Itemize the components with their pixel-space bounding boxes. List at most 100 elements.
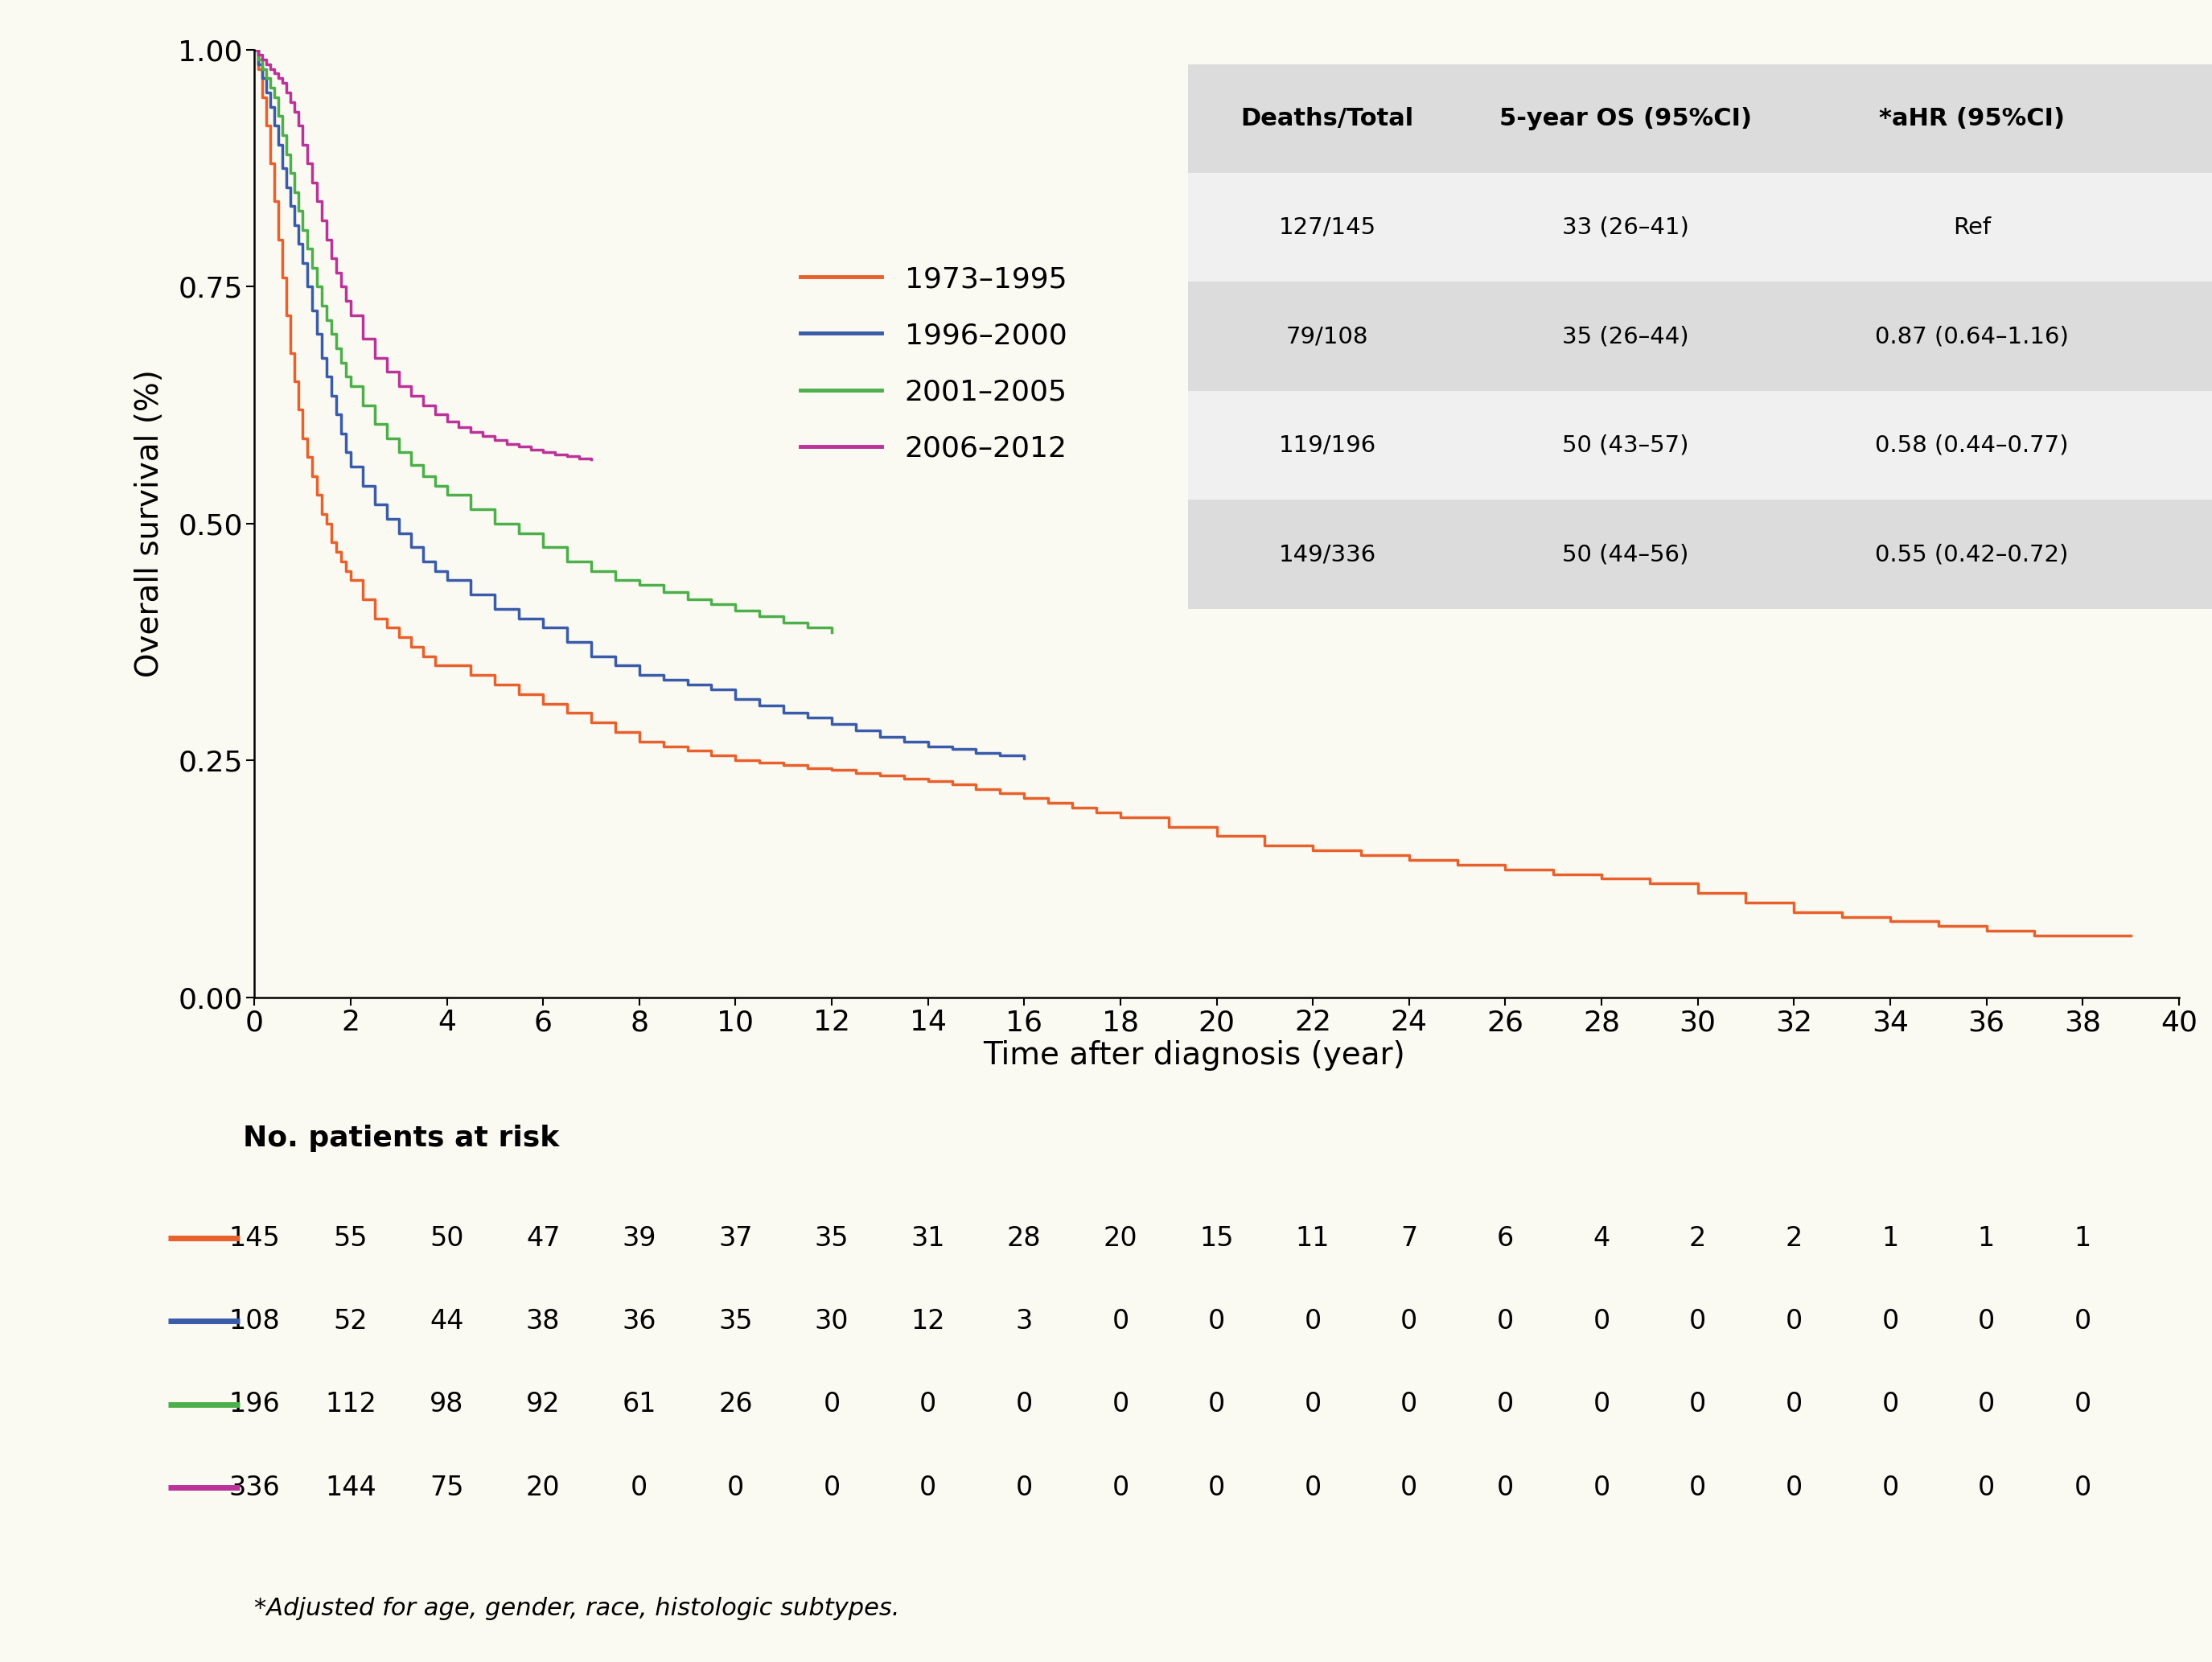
Text: 145: 145 [228, 1225, 281, 1251]
Text: 20: 20 [1104, 1225, 1137, 1251]
Y-axis label: Overall survival (%): Overall survival (%) [135, 369, 164, 678]
Text: 0: 0 [1690, 1308, 1705, 1335]
Text: 0: 0 [1593, 1391, 1610, 1418]
Text: 149/336: 149/336 [1279, 543, 1376, 565]
Text: 336: 336 [228, 1474, 281, 1501]
Text: 0: 0 [1978, 1474, 1995, 1501]
Text: 0: 0 [920, 1391, 936, 1418]
Text: 20: 20 [526, 1474, 560, 1501]
Text: 1: 1 [1978, 1225, 1995, 1251]
Text: 35: 35 [719, 1308, 752, 1335]
Text: 112: 112 [325, 1391, 376, 1418]
Text: 0: 0 [1978, 1391, 1995, 1418]
Legend: 1973–1995, 1996–2000, 2001–2005, 2006–2012: 1973–1995, 1996–2000, 2001–2005, 2006–20… [787, 254, 1079, 474]
Text: 0: 0 [1113, 1474, 1128, 1501]
Text: 4: 4 [1593, 1225, 1610, 1251]
Text: No. patients at risk: No. patients at risk [243, 1125, 560, 1152]
Text: 50 (44–56): 50 (44–56) [1562, 543, 1688, 565]
Text: 11: 11 [1296, 1225, 1329, 1251]
Text: 0: 0 [1593, 1308, 1610, 1335]
Text: 0: 0 [1593, 1474, 1610, 1501]
Text: 37: 37 [719, 1225, 752, 1251]
Text: 3: 3 [1015, 1308, 1033, 1335]
Text: 0: 0 [1785, 1308, 1803, 1335]
FancyBboxPatch shape [1188, 500, 2212, 608]
Text: 1: 1 [2075, 1225, 2090, 1251]
Text: 6: 6 [1498, 1225, 1513, 1251]
Text: 0.87 (0.64–1.16): 0.87 (0.64–1.16) [1876, 326, 2068, 347]
Text: 0: 0 [1785, 1474, 1803, 1501]
Text: 28: 28 [1006, 1225, 1042, 1251]
Text: 119/196: 119/196 [1279, 434, 1376, 457]
Text: 0: 0 [1208, 1308, 1225, 1335]
Text: 0: 0 [1498, 1391, 1513, 1418]
Text: 92: 92 [526, 1391, 560, 1418]
Text: 31: 31 [911, 1225, 945, 1251]
Text: 2: 2 [1785, 1225, 1803, 1251]
Text: Time after diagnosis (year): Time after diagnosis (year) [984, 1040, 1405, 1070]
Text: 35 (26–44): 35 (26–44) [1562, 326, 1690, 347]
Text: 0: 0 [630, 1474, 648, 1501]
Text: 0: 0 [1015, 1474, 1033, 1501]
Text: 98: 98 [429, 1391, 465, 1418]
Text: 0: 0 [1690, 1474, 1705, 1501]
Text: *Adjusted for age, gender, race, histologic subtypes.: *Adjusted for age, gender, race, histolo… [254, 1597, 900, 1620]
Text: 0: 0 [1882, 1391, 1898, 1418]
Text: 196: 196 [228, 1391, 281, 1418]
Text: 39: 39 [622, 1225, 657, 1251]
Text: 0: 0 [1690, 1391, 1705, 1418]
FancyBboxPatch shape [1188, 283, 2212, 391]
Text: 0.55 (0.42–0.72): 0.55 (0.42–0.72) [1876, 543, 2068, 565]
Text: 0: 0 [1305, 1474, 1321, 1501]
Text: 61: 61 [622, 1391, 657, 1418]
Text: 1: 1 [1882, 1225, 1898, 1251]
Text: 55: 55 [334, 1225, 367, 1251]
Text: 75: 75 [429, 1474, 465, 1501]
Text: 108: 108 [228, 1308, 281, 1335]
Text: 0: 0 [2075, 1308, 2090, 1335]
Text: *aHR (95%CI): *aHR (95%CI) [1878, 106, 2064, 130]
Text: 0: 0 [823, 1391, 841, 1418]
Text: 0: 0 [1113, 1308, 1128, 1335]
Text: 0: 0 [1113, 1391, 1128, 1418]
Text: 0: 0 [1400, 1474, 1418, 1501]
Text: 0: 0 [1305, 1308, 1321, 1335]
Text: 0: 0 [1498, 1308, 1513, 1335]
Text: 0: 0 [1208, 1474, 1225, 1501]
Text: 0: 0 [1400, 1391, 1418, 1418]
Text: Ref: Ref [1953, 216, 1991, 239]
Text: 47: 47 [526, 1225, 560, 1251]
Text: 2: 2 [1690, 1225, 1705, 1251]
FancyBboxPatch shape [1188, 173, 2212, 283]
FancyBboxPatch shape [1188, 65, 2212, 173]
Text: 30: 30 [814, 1308, 849, 1335]
Text: 0: 0 [2075, 1391, 2090, 1418]
Text: 0: 0 [1785, 1391, 1803, 1418]
Text: 7: 7 [1400, 1225, 1418, 1251]
Text: 33 (26–41): 33 (26–41) [1562, 216, 1690, 239]
Text: 0: 0 [728, 1474, 743, 1501]
Text: 0: 0 [920, 1474, 936, 1501]
Text: 0: 0 [1015, 1391, 1033, 1418]
FancyBboxPatch shape [1188, 391, 2212, 500]
Text: 0.58 (0.44–0.77): 0.58 (0.44–0.77) [1876, 434, 2068, 457]
Text: 26: 26 [719, 1391, 752, 1418]
Text: 0: 0 [823, 1474, 841, 1501]
Text: 0: 0 [1208, 1391, 1225, 1418]
Text: 52: 52 [334, 1308, 367, 1335]
Text: 0: 0 [2075, 1474, 2090, 1501]
Text: 0: 0 [1882, 1308, 1898, 1335]
Text: 50: 50 [429, 1225, 465, 1251]
Text: 36: 36 [622, 1308, 657, 1335]
Text: 12: 12 [911, 1308, 945, 1335]
Text: 0: 0 [1400, 1308, 1418, 1335]
Text: 35: 35 [814, 1225, 849, 1251]
Text: 79/108: 79/108 [1285, 326, 1369, 347]
Text: 0: 0 [1978, 1308, 1995, 1335]
Text: 15: 15 [1199, 1225, 1234, 1251]
Text: 144: 144 [325, 1474, 376, 1501]
Text: 0: 0 [1305, 1391, 1321, 1418]
Text: 44: 44 [429, 1308, 465, 1335]
Text: Deaths/Total: Deaths/Total [1241, 106, 1413, 130]
Text: 127/145: 127/145 [1279, 216, 1376, 239]
